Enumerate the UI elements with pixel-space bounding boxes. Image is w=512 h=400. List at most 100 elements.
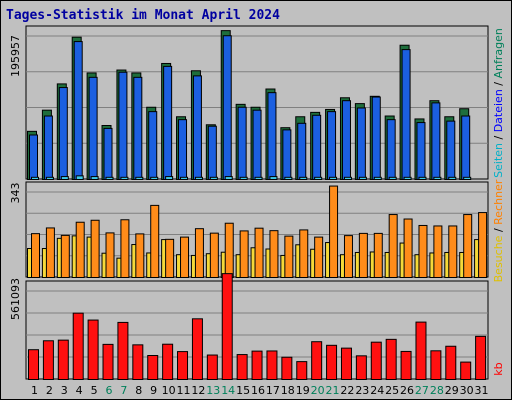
x-tick-label: 6 — [105, 384, 112, 397]
bar-rechner — [165, 238, 175, 278]
bar-rechner — [224, 222, 234, 279]
legend-item: Rechner — [492, 179, 505, 225]
bar-kb — [460, 361, 472, 381]
bar-kb — [132, 344, 144, 380]
bar-seiten — [269, 176, 278, 181]
bar-seiten — [314, 176, 323, 181]
x-tick-label: 31 — [475, 384, 489, 397]
bar-kb — [236, 354, 248, 380]
x-tick-label: 26 — [400, 384, 414, 397]
y-max-label-middle: 343 — [9, 183, 22, 204]
x-tick-label: 11 — [176, 384, 190, 397]
bar-rechner — [239, 230, 249, 278]
bar-dateien — [222, 35, 232, 180]
bar-dateien — [267, 92, 277, 180]
bar-rechner — [105, 232, 115, 278]
x-tick-label: 20 — [311, 384, 325, 397]
bar-seiten — [433, 176, 442, 181]
bar-rechner — [120, 219, 130, 278]
bar-seiten — [60, 176, 69, 181]
bar-rechner — [209, 232, 219, 279]
bar-seiten — [105, 176, 114, 181]
bar-dateien — [43, 115, 53, 180]
bar-kb — [221, 273, 233, 380]
bar-dateien — [133, 76, 143, 180]
bar-kb — [102, 343, 114, 380]
x-tick-label: 3 — [61, 384, 68, 397]
bar-seiten — [284, 176, 293, 181]
x-tick-label: 7 — [120, 384, 127, 397]
bar-dateien — [386, 119, 396, 180]
bar-rechner — [90, 219, 100, 278]
bar-seiten — [165, 176, 174, 181]
bar-kb — [296, 361, 308, 380]
bar-dateien — [237, 106, 247, 180]
bar-seiten — [45, 176, 54, 181]
x-tick-label: 10 — [162, 384, 176, 397]
bar-seiten — [403, 176, 412, 181]
x-tick-label: 14 — [221, 384, 235, 397]
bar-seiten — [329, 176, 338, 181]
bar-dateien — [73, 41, 83, 180]
x-tick-label: 23 — [355, 384, 369, 397]
bar-rechner — [343, 235, 353, 279]
bar-dateien — [416, 122, 426, 180]
bar-rechner — [269, 230, 279, 279]
bar-kb — [355, 355, 367, 381]
bar-rechner — [254, 227, 264, 279]
bar-rechner — [403, 218, 413, 279]
bar-seiten — [209, 176, 218, 181]
bar-dateien — [282, 129, 292, 180]
bar-rechner — [180, 236, 190, 278]
bar-dateien — [461, 115, 471, 180]
x-tick-label: 19 — [296, 384, 310, 397]
bar-seiten — [418, 176, 427, 181]
bar-kb — [370, 341, 382, 380]
bar-rechner — [358, 232, 368, 278]
bar-kb — [445, 345, 457, 380]
x-tick-label: 2 — [46, 384, 53, 397]
x-tick-label: 29 — [445, 384, 459, 397]
bar-seiten — [75, 175, 84, 181]
bar-dateien — [312, 114, 322, 180]
bar-rechner — [45, 227, 55, 278]
bar-rechner — [433, 225, 443, 278]
bar-rechner — [60, 234, 70, 278]
bar-rechner — [31, 233, 40, 278]
bar-dateien — [29, 134, 38, 181]
legend-separator: / — [492, 225, 505, 236]
bar-dateien — [431, 102, 441, 180]
bar-rechner — [418, 224, 428, 278]
bar-kb — [251, 350, 263, 380]
bar-dateien — [58, 87, 68, 180]
bar-rechner — [135, 233, 145, 279]
y-max-label-bottom: 561093 — [9, 278, 22, 320]
x-tick-label: 17 — [266, 384, 280, 397]
bar-seiten — [254, 176, 263, 181]
bar-kb — [475, 335, 487, 381]
bar-kb — [206, 354, 218, 381]
bar-seiten — [120, 176, 129, 181]
bar-rechner — [388, 214, 398, 278]
bar-seiten — [343, 176, 352, 181]
bar-seiten — [224, 176, 233, 181]
bar-kb — [340, 347, 352, 381]
legend-top: Seiten / Dateien / Anfragen — [492, 28, 505, 178]
legend-item: kb — [492, 362, 505, 375]
bar-kb — [117, 321, 129, 381]
bar-kb — [191, 318, 203, 380]
x-tick-label: 8 — [135, 384, 142, 397]
bar-kb — [147, 355, 159, 380]
x-tick-label: 25 — [385, 384, 399, 397]
bar-kb — [415, 321, 427, 380]
x-tick-label: 5 — [91, 384, 98, 397]
bar-rechner — [478, 212, 488, 279]
bar-dateien — [178, 119, 188, 180]
x-tick-label: 28 — [430, 384, 444, 397]
bar-kb — [326, 344, 338, 381]
chart-title: Tages-Statistik im Monat April 2024 — [6, 8, 280, 23]
bar-dateien — [192, 75, 202, 180]
x-tick-label: 9 — [150, 384, 157, 397]
